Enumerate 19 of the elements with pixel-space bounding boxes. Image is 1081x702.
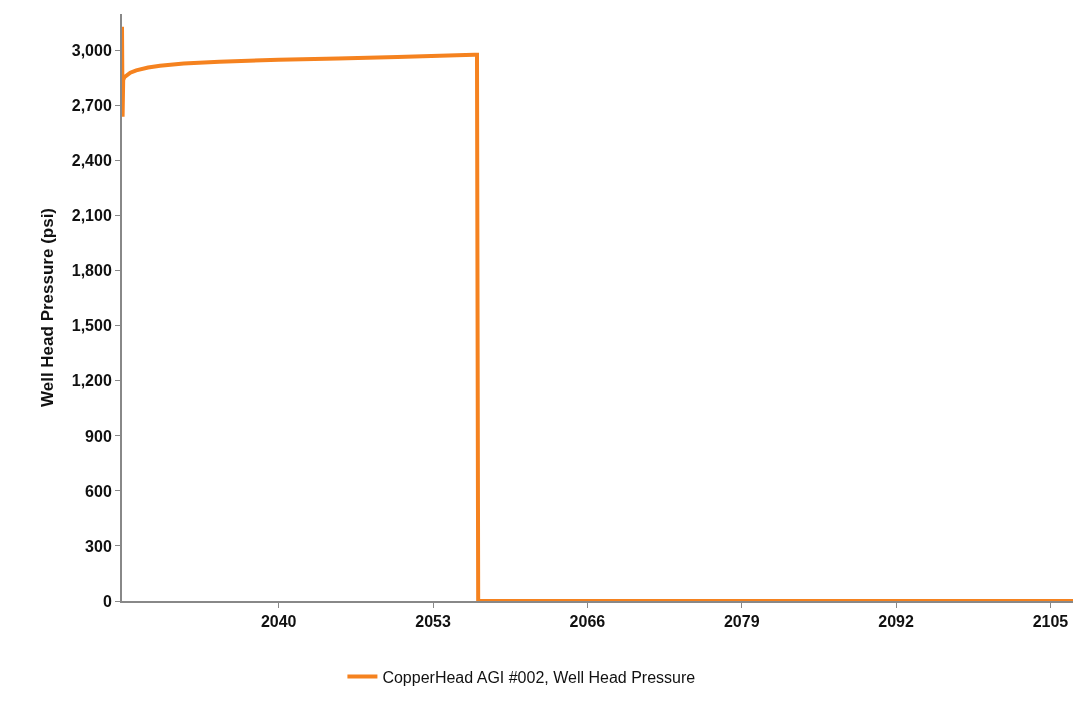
y-tick-label: 0 <box>102 592 112 610</box>
y-tick-label: 3,000 <box>71 42 112 60</box>
x-tick-label: 2105 <box>1032 613 1069 631</box>
y-tick-label: 1,200 <box>71 372 112 390</box>
x-tick-label: 2066 <box>569 613 606 631</box>
y-tick-label: 1,500 <box>71 317 112 335</box>
legend-label: CopperHead AGI #002, Well Head Pressure <box>382 668 696 686</box>
x-tick-label: 2040 <box>260 613 297 631</box>
y-tick-label: 900 <box>85 427 112 445</box>
x-tick-label: 2053 <box>415 613 451 631</box>
y-axis-title: Well Head Pressure (psi) <box>37 207 57 408</box>
x-tick-label: 2092 <box>878 613 914 631</box>
x-tick-label: 2079 <box>723 613 760 631</box>
y-tick-label: 2,100 <box>71 207 112 225</box>
y-tick-label: 2,700 <box>71 97 112 115</box>
y-tick-label: 2,400 <box>71 152 112 170</box>
y-tick-label: 1,800 <box>71 262 112 280</box>
y-tick-label: 300 <box>85 537 112 555</box>
y-tick-label: 600 <box>85 482 112 500</box>
